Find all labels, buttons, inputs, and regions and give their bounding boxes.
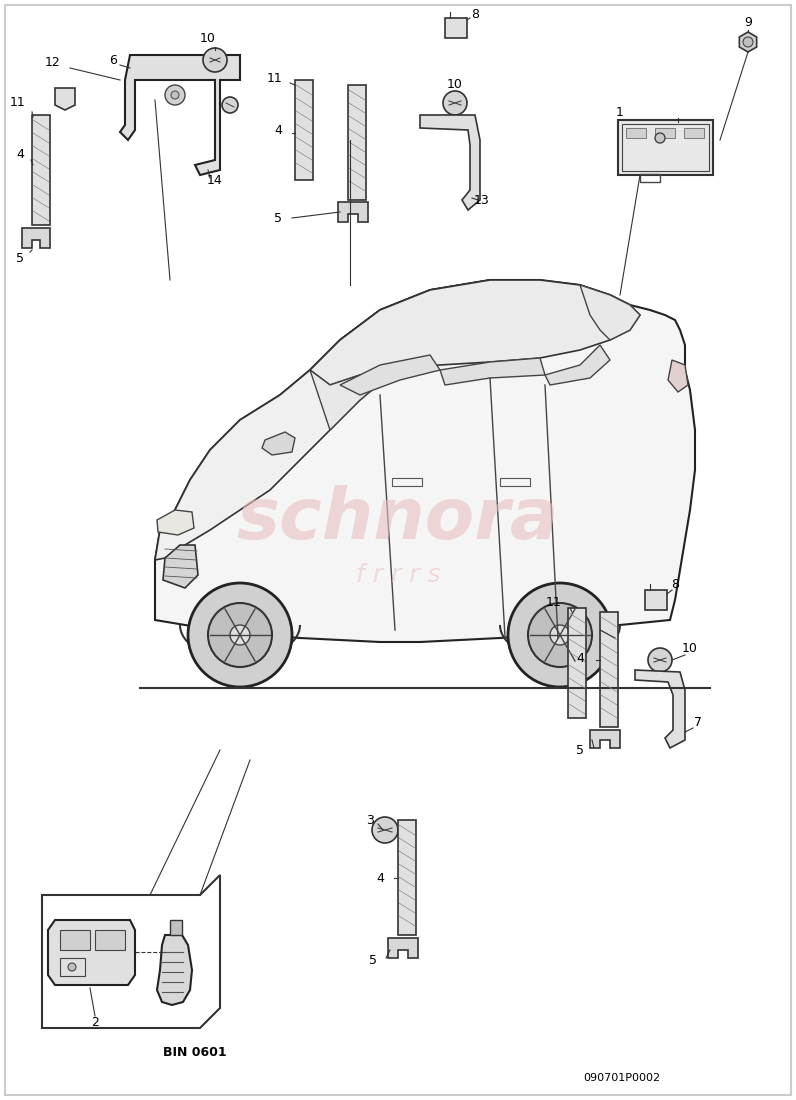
Polygon shape <box>155 280 695 642</box>
Polygon shape <box>440 358 545 385</box>
Bar <box>95 930 125 950</box>
Bar <box>348 85 366 200</box>
Polygon shape <box>55 88 75 110</box>
Circle shape <box>443 91 467 116</box>
Polygon shape <box>157 935 192 1005</box>
Text: 5: 5 <box>274 211 282 224</box>
Text: 5: 5 <box>369 954 377 967</box>
Polygon shape <box>22 228 50 248</box>
Text: 8: 8 <box>471 9 479 22</box>
Bar <box>600 612 618 727</box>
Text: 10: 10 <box>682 641 698 654</box>
Bar <box>170 920 182 935</box>
Bar <box>622 124 709 170</box>
Polygon shape <box>668 360 688 392</box>
Circle shape <box>528 603 592 667</box>
Text: 4: 4 <box>376 871 384 884</box>
Circle shape <box>188 583 292 688</box>
Circle shape <box>165 85 185 104</box>
Polygon shape <box>155 280 500 560</box>
Polygon shape <box>157 510 194 535</box>
Text: 3: 3 <box>366 814 374 826</box>
Text: 5: 5 <box>16 252 24 264</box>
Bar <box>500 478 530 486</box>
Text: 8: 8 <box>671 579 679 592</box>
Text: 11: 11 <box>267 72 283 85</box>
Bar <box>655 128 675 138</box>
Circle shape <box>648 648 672 672</box>
Text: 4: 4 <box>16 148 24 162</box>
Polygon shape <box>420 116 480 210</box>
Text: 2: 2 <box>91 1015 99 1028</box>
Polygon shape <box>262 432 295 455</box>
Bar <box>32 116 50 226</box>
Text: 12: 12 <box>45 55 60 68</box>
Bar <box>60 930 90 950</box>
Text: 1: 1 <box>616 106 624 119</box>
Circle shape <box>230 625 250 645</box>
Circle shape <box>203 48 227 72</box>
Circle shape <box>208 603 272 667</box>
Text: 6: 6 <box>109 54 117 66</box>
Text: 7: 7 <box>694 715 702 728</box>
Bar <box>568 608 586 718</box>
Bar <box>626 128 646 138</box>
Polygon shape <box>310 368 400 430</box>
Text: schnora: schnora <box>236 485 560 554</box>
Text: 10: 10 <box>447 78 463 91</box>
Text: 14: 14 <box>207 174 223 187</box>
Bar <box>398 820 416 935</box>
Text: 11: 11 <box>10 96 26 109</box>
Text: 5: 5 <box>576 744 584 757</box>
Circle shape <box>655 133 665 143</box>
Text: BIN 0601: BIN 0601 <box>163 1045 227 1058</box>
Circle shape <box>743 37 753 47</box>
Circle shape <box>550 625 570 645</box>
Circle shape <box>222 97 238 113</box>
Bar <box>645 590 667 610</box>
Circle shape <box>508 583 612 688</box>
Bar <box>295 80 313 180</box>
Text: 090701P0002: 090701P0002 <box>583 1072 660 1084</box>
Text: 11: 11 <box>546 595 562 608</box>
Polygon shape <box>48 920 135 984</box>
Text: 4: 4 <box>274 123 282 136</box>
Polygon shape <box>545 345 610 385</box>
Polygon shape <box>120 55 240 175</box>
Circle shape <box>372 817 398 843</box>
Circle shape <box>68 962 76 971</box>
Polygon shape <box>388 938 418 958</box>
Bar <box>445 18 467 38</box>
Polygon shape <box>340 355 440 395</box>
Polygon shape <box>338 202 368 222</box>
Bar <box>392 478 422 486</box>
Text: 13: 13 <box>474 194 490 207</box>
Circle shape <box>171 91 179 99</box>
Text: f r r r s: f r r r s <box>356 563 440 587</box>
Text: 9: 9 <box>744 15 752 29</box>
Text: 10: 10 <box>200 32 216 44</box>
Bar <box>60 958 85 976</box>
Polygon shape <box>590 730 620 748</box>
Bar <box>618 120 713 175</box>
Polygon shape <box>739 32 757 52</box>
Bar <box>640 174 660 182</box>
Polygon shape <box>635 670 685 748</box>
Text: 4: 4 <box>576 651 584 664</box>
Bar <box>684 128 704 138</box>
Polygon shape <box>310 280 640 385</box>
Polygon shape <box>163 544 198 588</box>
Polygon shape <box>580 285 640 340</box>
